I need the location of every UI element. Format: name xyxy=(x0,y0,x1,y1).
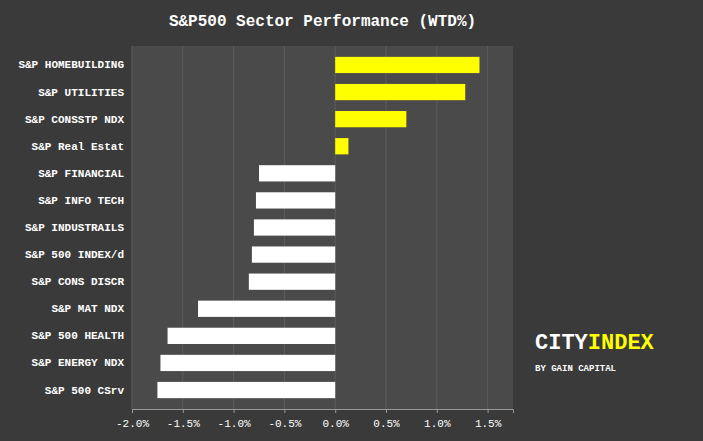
tick: -2.0% xyxy=(116,409,149,430)
bars xyxy=(157,57,479,398)
tick-mark xyxy=(234,409,235,413)
tick-mark xyxy=(183,409,184,413)
category-label: S&P UTILITIES xyxy=(38,87,124,99)
y-axis: S&P 500 CSrv S&P ENERGY NDX S&P 500 HEALTH… xyxy=(18,59,124,396)
plot-background xyxy=(132,46,513,409)
watermark: CITYINDEX BY GAIN CAPITAL xyxy=(535,331,655,374)
grid-line xyxy=(233,46,234,409)
bar xyxy=(249,274,335,290)
bar xyxy=(168,328,336,344)
tick: S&P 500 INDEX/d xyxy=(25,249,124,261)
tick: S&P HOMEBUILDING xyxy=(18,59,124,71)
tick: S&P Real Estat xyxy=(32,141,124,153)
tick-mark xyxy=(488,409,489,413)
watermark-line: CITYINDEX xyxy=(535,331,655,356)
bar xyxy=(198,301,335,317)
tick-label: 1.5% xyxy=(475,418,502,430)
grid-line xyxy=(132,46,133,409)
annotation: CITY xyxy=(535,331,589,356)
bar xyxy=(160,355,335,371)
tick: S&P MAT NDX xyxy=(51,303,124,315)
bar xyxy=(256,192,335,208)
tick-label: -1.5% xyxy=(167,418,200,430)
tick: S&P FINANCIAL xyxy=(38,168,124,180)
bar xyxy=(335,111,406,127)
bar xyxy=(335,138,348,154)
category-label: S&P 500 INDEX/d xyxy=(25,249,124,261)
tick-mark xyxy=(386,409,387,413)
tick: 0.5% xyxy=(373,409,400,430)
tick-label: 0.5% xyxy=(373,418,400,430)
annotation: BY GAIN CAPITAL xyxy=(535,364,616,374)
tick: -1.5% xyxy=(167,409,200,430)
tick: S&P ENERGY NDX xyxy=(32,357,125,369)
background xyxy=(0,0,703,441)
tick: 1.0% xyxy=(424,409,451,430)
x-axis: -2.0% -1.5% -1.0% -0.5% 0.0% 0.5% 1.0% 1.5% xyxy=(116,409,514,430)
tick: S&P INFO TECH xyxy=(38,195,124,207)
bar xyxy=(335,57,479,73)
grid-line xyxy=(182,46,183,409)
tick: S&P CONS DISCR xyxy=(32,276,125,288)
tick: -0.5% xyxy=(268,409,301,430)
title: S&P500 Sector Performance (WTD%) xyxy=(169,13,476,31)
tick: S&P UTILITIES xyxy=(38,87,124,99)
axis-line xyxy=(133,410,514,414)
category-label: S&P FINANCIAL xyxy=(38,168,124,180)
tick: S&P INDUSTRAILS xyxy=(25,222,124,234)
tick-mark xyxy=(335,409,336,413)
category-label: S&P CONSSTP NDX xyxy=(25,114,124,126)
grid xyxy=(132,46,488,409)
grid-line xyxy=(487,46,488,409)
bar xyxy=(335,84,465,100)
grid-line xyxy=(386,46,387,409)
category-label: S&P 500 HEALTH xyxy=(32,330,124,342)
tick: S&P CONSSTP NDX xyxy=(25,114,124,126)
tick-label: -0.5% xyxy=(268,418,301,430)
grid-line xyxy=(436,46,437,409)
tick-mark xyxy=(132,409,133,413)
tick-mark xyxy=(437,409,438,413)
annotation: INDEX xyxy=(588,331,655,356)
category-label: S&P Real Estat xyxy=(32,141,124,153)
tick-label: 0.0% xyxy=(322,418,349,430)
tick: 0.0% xyxy=(322,409,349,430)
bar xyxy=(254,219,335,235)
category-label: S&P 500 CSrv xyxy=(45,385,125,397)
category-label: S&P MAT NDX xyxy=(51,303,124,315)
category-label: S&P HOMEBUILDING xyxy=(18,59,124,71)
tick: S&P 500 CSrv xyxy=(45,385,125,397)
bar xyxy=(259,165,335,181)
chart: -2.0% -1.5% -1.0% -0.5% 0.0% 0.5% 1.0% 1.5% S&P … xyxy=(0,0,703,441)
tick: 1.5% xyxy=(475,409,502,430)
category-label: S&P CONS DISCR xyxy=(32,276,125,288)
category-label: S&P INFO TECH xyxy=(38,195,124,207)
tick: -1.0% xyxy=(218,409,251,430)
bar xyxy=(252,246,335,262)
tick-mark xyxy=(284,409,285,413)
tick-label: -2.0% xyxy=(116,418,149,430)
tick: S&P 500 HEALTH xyxy=(32,330,124,342)
category-label: S&P ENERGY NDX xyxy=(32,357,125,369)
tick-label: -1.0% xyxy=(218,418,251,430)
plot: -2.0% -1.5% -1.0% -0.5% 0.0% 0.5% 1.0% 1.5% S&P … xyxy=(18,46,513,430)
bar xyxy=(157,382,335,398)
tick-label: 1.0% xyxy=(424,418,451,430)
category-label: S&P INDUSTRAILS xyxy=(25,222,124,234)
